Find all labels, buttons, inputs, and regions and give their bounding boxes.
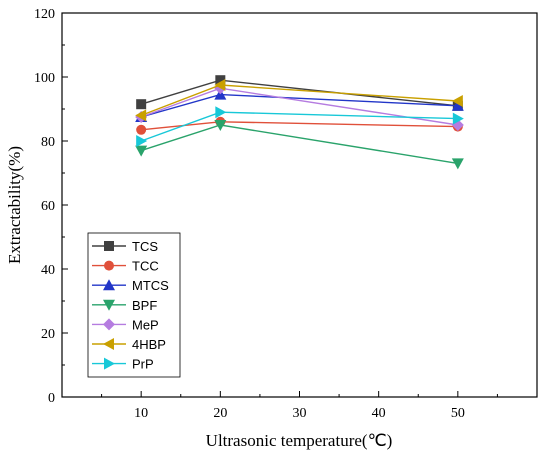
- series-line-tcs: [140, 79, 458, 107]
- data-point-tcs: [215, 75, 226, 86]
- legend-marker: [103, 299, 115, 311]
- legend-marker: [103, 338, 114, 350]
- y-axis-title: Extractability(%): [5, 146, 24, 264]
- x-tick-label: 10: [134, 406, 148, 421]
- legend-label: TCC: [132, 259, 159, 274]
- legend-label: MTCS: [132, 278, 169, 293]
- data-point-bpf: [135, 145, 148, 157]
- y-tick-label: 0: [48, 391, 55, 406]
- legend-marker: [103, 279, 115, 291]
- series-prp: [136, 106, 464, 147]
- legend-item-mep: MeP: [92, 317, 159, 332]
- legend-marker: [104, 241, 114, 251]
- data-point-prp: [215, 106, 227, 119]
- x-axis-title: Ultrasonic temperature(℃): [206, 431, 393, 450]
- y-tick-label: 20: [41, 327, 55, 342]
- legend-marker: [104, 357, 115, 370]
- series-tcc: [136, 116, 463, 135]
- x-tick-label: 50: [451, 406, 465, 421]
- legend-item-prp: PrP: [92, 357, 154, 372]
- legend-label: 4HBP: [132, 337, 166, 352]
- legend-label: PrP: [132, 357, 154, 372]
- series-4hbp: [135, 79, 463, 122]
- data-point-tcc: [136, 124, 147, 135]
- series-line-bpf: [140, 124, 458, 165]
- series-bpf: [135, 120, 464, 170]
- legend-marker: [103, 318, 115, 331]
- legend-item-tcc: TCC: [92, 259, 159, 274]
- y-tick-label: 60: [41, 199, 55, 214]
- legend-item-tcs: TCS: [92, 239, 158, 254]
- legend-item-mtcs: MTCS: [92, 278, 169, 293]
- data-point-bpf: [451, 158, 464, 170]
- legend: TCS TCC MTCS BPF MeP 4HBP PrP: [87, 232, 181, 378]
- x-axis-ticks: 10 20 30 40 50: [101, 391, 498, 421]
- y-tick-label: 100: [34, 71, 55, 86]
- data-point-4hbp: [214, 79, 226, 91]
- data-point-tcs: [136, 99, 147, 110]
- legend-label: TCS: [132, 239, 158, 254]
- legend-label: MeP: [132, 317, 159, 332]
- data-point-mtcs: [451, 99, 464, 111]
- y-axis-ticks: 0 20 40 60 80 100 120: [34, 7, 68, 406]
- legend-item-4hbp: 4HBP: [92, 337, 166, 352]
- series-layer: [135, 75, 464, 170]
- legend-label: BPF: [132, 298, 157, 313]
- x-tick-label: 40: [372, 406, 386, 421]
- series-tcs: [136, 75, 463, 111]
- y-tick-label: 40: [41, 263, 55, 278]
- series-line-prp: [140, 111, 458, 142]
- y-tick-label: 120: [34, 7, 55, 22]
- data-point-prp: [136, 135, 148, 147]
- y-tick-label: 80: [41, 135, 55, 150]
- data-point-bpf: [214, 120, 227, 131]
- legend-marker: [104, 260, 114, 271]
- x-tick-label: 30: [293, 406, 307, 421]
- x-tick-label: 20: [213, 406, 227, 421]
- data-point-4hbp: [135, 109, 147, 122]
- legend-item-bpf: BPF: [92, 298, 157, 313]
- series-line-mep: [140, 87, 458, 126]
- data-point-prp: [452, 112, 464, 125]
- data-point-4hbp: [451, 95, 463, 107]
